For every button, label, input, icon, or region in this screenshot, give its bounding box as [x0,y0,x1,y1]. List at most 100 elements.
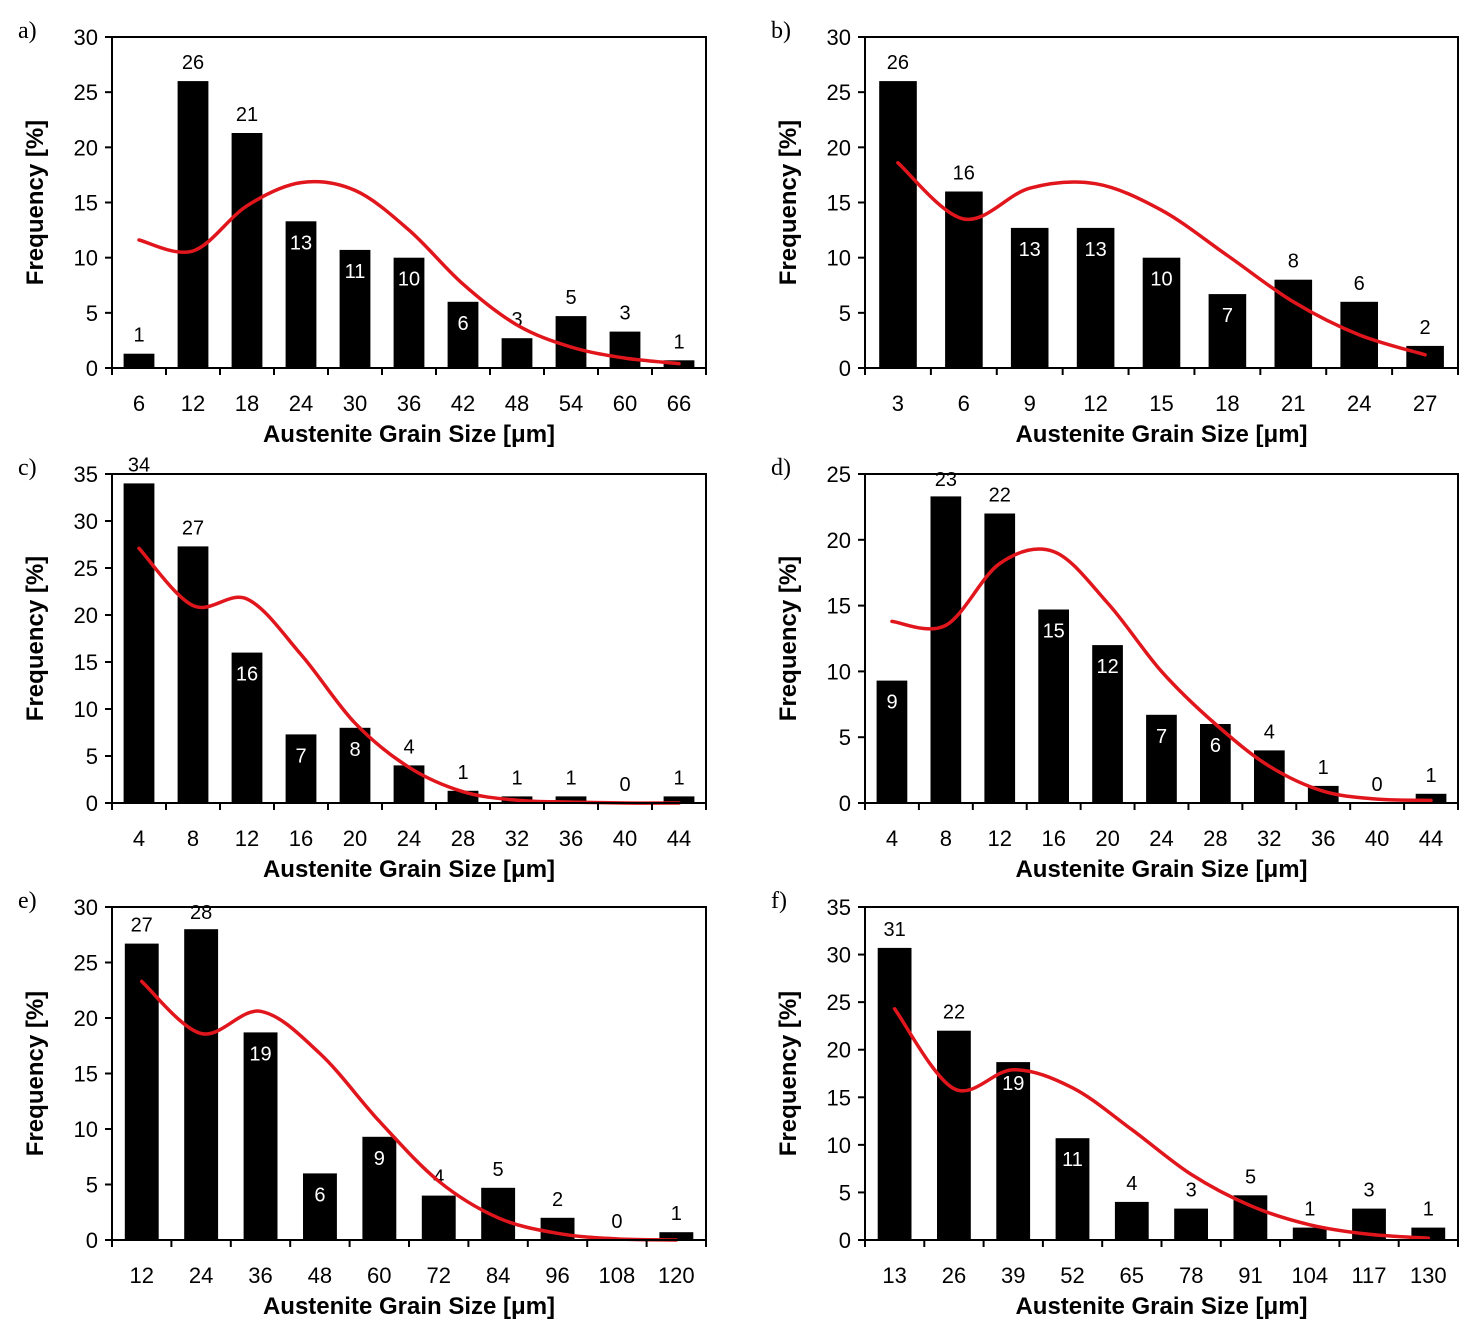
x-tick-label: 130 [1410,1263,1447,1288]
bar [243,1032,278,1240]
x-tick-label: 36 [248,1263,272,1288]
y-tick-label: 35 [74,462,98,487]
data-label: 12 [1096,656,1118,678]
x-tick-label: 42 [451,391,475,416]
x-tick-label: 36 [397,391,421,416]
bar [339,249,371,368]
y-axis-title: Frequency [%] [775,120,802,285]
data-label: 0 [1372,774,1383,796]
x-tick-label: 13 [882,1263,906,1288]
bar [1038,609,1069,803]
bar [930,496,962,803]
y-axis-title: Frequency [%] [22,120,49,285]
x-axis-title: Austenite Grain Size [μm] [263,856,555,883]
data-label: 21 [236,104,258,126]
bar [285,221,317,368]
x-tick-label: 44 [667,826,691,851]
bar [663,796,695,803]
data-label: 3 [511,309,522,331]
y-tick-label: 0 [86,791,98,816]
data-label: 6 [1210,735,1221,757]
x-tick-label: 20 [1095,826,1119,851]
x-tick-label: 4 [133,826,145,851]
fit-curve [137,179,681,366]
data-label: 4 [403,736,414,758]
y-tick-label: 15 [827,594,851,619]
x-tick-label: 60 [367,1263,391,1288]
y-tick-label: 30 [827,25,851,50]
data-label: 5 [493,1159,504,1181]
x-tick-label: 24 [289,391,313,416]
bar [393,257,425,368]
bar [1208,294,1247,368]
data-label: 31 [883,919,905,941]
bar [303,1173,337,1240]
data-label: 15 [1043,621,1065,643]
data-label: 1 [673,331,684,353]
data-label: 3 [619,303,630,325]
bar [1092,645,1123,803]
x-tick-label: 12 [988,826,1012,851]
bar [1406,345,1444,368]
data-label: 1 [671,1203,682,1225]
data-label: 3 [1363,1180,1374,1202]
y-axis-title: Frequency [%] [775,991,802,1156]
bar [123,483,155,803]
bar [996,1062,1031,1240]
bar [231,652,263,803]
bar [184,929,219,1240]
y-tick-label: 15 [827,1085,851,1110]
x-tick-label: 6 [958,391,970,416]
y-tick-label: 10 [827,246,851,271]
x-tick-label: 32 [505,826,529,851]
bar [659,1232,694,1240]
data-label: 23 [935,469,957,491]
data-label: 4 [1264,721,1275,743]
x-tick-label: 96 [545,1263,569,1288]
data-label: 3 [1186,1180,1197,1202]
x-axis-title: Austenite Grain Size [μm] [263,421,555,448]
bar [1055,1138,1090,1240]
x-tick-label: 9 [1024,391,1036,416]
data-label: 26 [887,52,909,74]
data-label: 8 [349,739,360,761]
x-tick-label: 24 [397,826,421,851]
y-tick-label: 30 [74,895,98,920]
bar [285,734,317,803]
data-label: 0 [611,1211,622,1233]
x-tick-label: 3 [892,391,904,416]
x-tick-label: 117 [1351,1263,1386,1288]
bar [879,81,917,368]
x-tick-label: 12 [129,1263,153,1288]
bar [937,1030,971,1240]
y-tick-label: 5 [86,301,98,326]
x-tick-label: 48 [505,391,529,416]
panel-label: a) [18,18,37,44]
data-label-backdrop [124,454,154,477]
y-tick-label: 15 [74,1062,98,1087]
y-tick-label: 20 [74,135,98,160]
bar [123,353,155,368]
fit-curve [890,547,1433,803]
x-axis-title: Austenite Grain Size [μm] [1015,856,1307,883]
bar [231,133,263,368]
y-tick-label: 20 [74,603,98,628]
fit-curve [137,546,681,805]
data-label: 1 [1304,1199,1315,1221]
y-tick-label: 25 [827,990,851,1015]
y-tick-label: 0 [839,1228,851,1253]
x-tick-label: 18 [235,391,259,416]
data-label: 22 [989,485,1011,507]
data-label: 1 [565,767,576,789]
x-tick-label: 40 [613,826,637,851]
x-axis-title: Austenite Grain Size [μm] [263,1293,555,1320]
x-tick-label: 52 [1060,1263,1084,1288]
x-tick-label: 15 [1149,391,1173,416]
data-label: 2 [552,1189,563,1211]
bar [362,1136,397,1240]
y-tick-label: 30 [74,25,98,50]
data-label: 5 [565,287,576,309]
bar [1146,714,1177,803]
